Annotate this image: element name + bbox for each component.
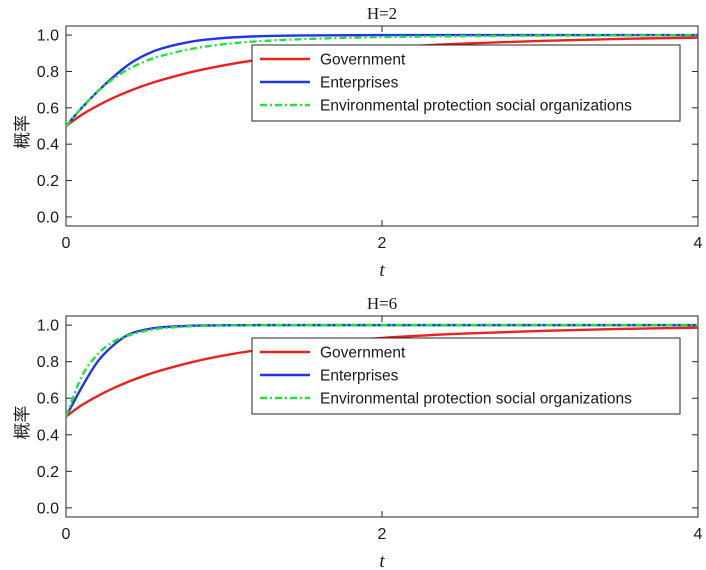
y-tick-label: 1.0 xyxy=(37,28,59,45)
legend-label: Environmental protection social organiza… xyxy=(320,391,632,408)
y-tick-label: 0.0 xyxy=(37,209,59,226)
chart-title: H=2 xyxy=(367,4,397,23)
x-tick-label: 2 xyxy=(378,235,387,252)
legend-label: Environmental protection social organiza… xyxy=(320,98,632,115)
x-axis-label: t xyxy=(379,260,385,281)
series-line-government xyxy=(66,326,698,418)
chart-title: H=6 xyxy=(367,294,397,313)
x-tick-label: 4 xyxy=(694,235,703,252)
series-line-government xyxy=(66,36,698,127)
x-tick-label: 0 xyxy=(62,526,71,543)
legend-label: Government xyxy=(320,345,406,362)
legend-label: Enterprises xyxy=(320,75,399,92)
series-group xyxy=(66,323,698,418)
legend-label: Enterprises xyxy=(320,368,399,385)
series-line-environmental-protection-social-organizations xyxy=(66,34,698,127)
legend: Government Enterprises Environmental prote… xyxy=(251,337,681,415)
legend-label: Government xyxy=(320,52,406,69)
y-tick-label: 0.0 xyxy=(37,500,59,517)
y-tick-label: 1.0 xyxy=(37,318,59,335)
x-tick-label: 2 xyxy=(378,526,387,543)
y-tick-label: 0.8 xyxy=(37,64,59,81)
x-axis-label: t xyxy=(379,551,385,570)
legend: Government Enterprises Environmental prote… xyxy=(251,44,681,122)
y-tick-label: 0.2 xyxy=(37,464,59,481)
legend-box xyxy=(251,44,681,122)
y-tick-label: 0.6 xyxy=(37,100,59,117)
y-tick-label: 0.6 xyxy=(37,391,59,408)
x-tick-label: 4 xyxy=(694,526,703,543)
chart-panel-h6: H=6 0.0 0.2 0.4 0.6 0.8 1.0 0 2 4 t 概率 Government Ent… xyxy=(13,294,703,570)
series-line-environmental-protection-social-organizations xyxy=(66,323,698,417)
y-tick-label: 0.4 xyxy=(37,427,59,444)
legend-box xyxy=(251,337,681,415)
y-tick-label: 0.8 xyxy=(37,354,59,371)
y-tick-label: 0.4 xyxy=(37,137,59,154)
series-group xyxy=(66,33,698,127)
x-tick-label: 0 xyxy=(62,235,71,252)
chart-panel-h2: H=2 0.0 0.2 0.4 0.6 0.8 1.0 0 2 4 t 概率 Government Ent… xyxy=(13,4,703,281)
y-axis-label: 概率 xyxy=(13,406,33,440)
y-tick-label: 0.2 xyxy=(37,173,59,190)
y-axis-label: 概率 xyxy=(13,115,33,149)
